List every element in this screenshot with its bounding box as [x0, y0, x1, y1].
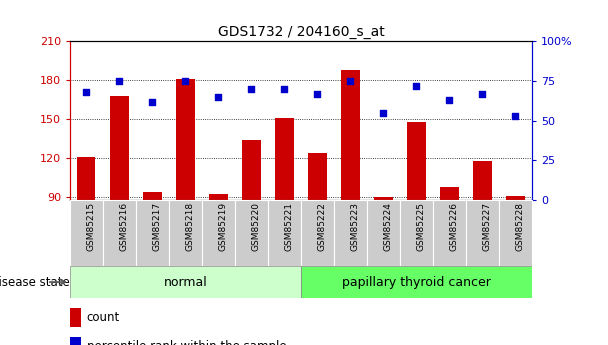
- Text: GSM85220: GSM85220: [252, 202, 260, 251]
- Text: GSM85219: GSM85219: [218, 202, 227, 251]
- Bar: [275, 118, 294, 200]
- Bar: [433, 200, 466, 266]
- Point: [478, 91, 488, 97]
- Bar: [70, 308, 81, 326]
- Bar: [77, 157, 95, 200]
- Bar: [70, 266, 301, 298]
- Bar: [506, 196, 525, 200]
- Text: disease state: disease state: [0, 276, 70, 288]
- Point: [81, 89, 91, 95]
- Point: [280, 86, 289, 92]
- Title: GDS1732 / 204160_s_at: GDS1732 / 204160_s_at: [218, 25, 384, 39]
- Bar: [499, 200, 532, 266]
- Point: [412, 83, 421, 89]
- Bar: [440, 187, 458, 200]
- Bar: [235, 200, 268, 266]
- Bar: [103, 200, 136, 266]
- Text: GSM85215: GSM85215: [86, 202, 95, 251]
- Text: GSM85227: GSM85227: [483, 202, 491, 251]
- Bar: [308, 153, 326, 200]
- Text: GSM85218: GSM85218: [185, 202, 195, 251]
- Bar: [466, 200, 499, 266]
- Text: GSM85217: GSM85217: [153, 202, 162, 251]
- Point: [313, 91, 322, 97]
- Point: [345, 78, 355, 84]
- Text: GSM85221: GSM85221: [285, 202, 294, 251]
- Text: GSM85228: GSM85228: [516, 202, 525, 251]
- Text: normal: normal: [164, 276, 207, 288]
- Point: [444, 97, 454, 103]
- Bar: [367, 200, 400, 266]
- Point: [181, 78, 190, 84]
- Bar: [375, 197, 393, 200]
- Bar: [70, 337, 81, 345]
- Point: [247, 86, 257, 92]
- Bar: [110, 96, 128, 200]
- Text: GSM85223: GSM85223: [350, 202, 359, 251]
- Point: [114, 78, 124, 84]
- Point: [213, 94, 223, 100]
- Bar: [301, 266, 532, 298]
- Text: GSM85226: GSM85226: [449, 202, 458, 251]
- Bar: [169, 200, 202, 266]
- Text: GSM85225: GSM85225: [416, 202, 426, 251]
- Point: [379, 110, 389, 116]
- Text: papillary thyroid cancer: papillary thyroid cancer: [342, 276, 491, 288]
- Bar: [407, 122, 426, 200]
- Bar: [136, 200, 169, 266]
- Bar: [341, 70, 359, 200]
- Bar: [400, 200, 433, 266]
- Bar: [70, 200, 103, 266]
- Text: percentile rank within the sample: percentile rank within the sample: [86, 340, 286, 345]
- Bar: [209, 194, 227, 200]
- Bar: [176, 79, 195, 200]
- Bar: [202, 200, 235, 266]
- Bar: [334, 200, 367, 266]
- Text: count: count: [86, 310, 120, 324]
- Bar: [268, 200, 301, 266]
- Bar: [243, 140, 260, 200]
- Bar: [143, 192, 162, 200]
- Bar: [301, 200, 334, 266]
- Point: [148, 99, 157, 105]
- Text: GSM85224: GSM85224: [384, 202, 393, 251]
- Text: GSM85222: GSM85222: [317, 202, 326, 251]
- Bar: [474, 161, 491, 200]
- Point: [511, 113, 520, 119]
- Text: GSM85216: GSM85216: [119, 202, 128, 251]
